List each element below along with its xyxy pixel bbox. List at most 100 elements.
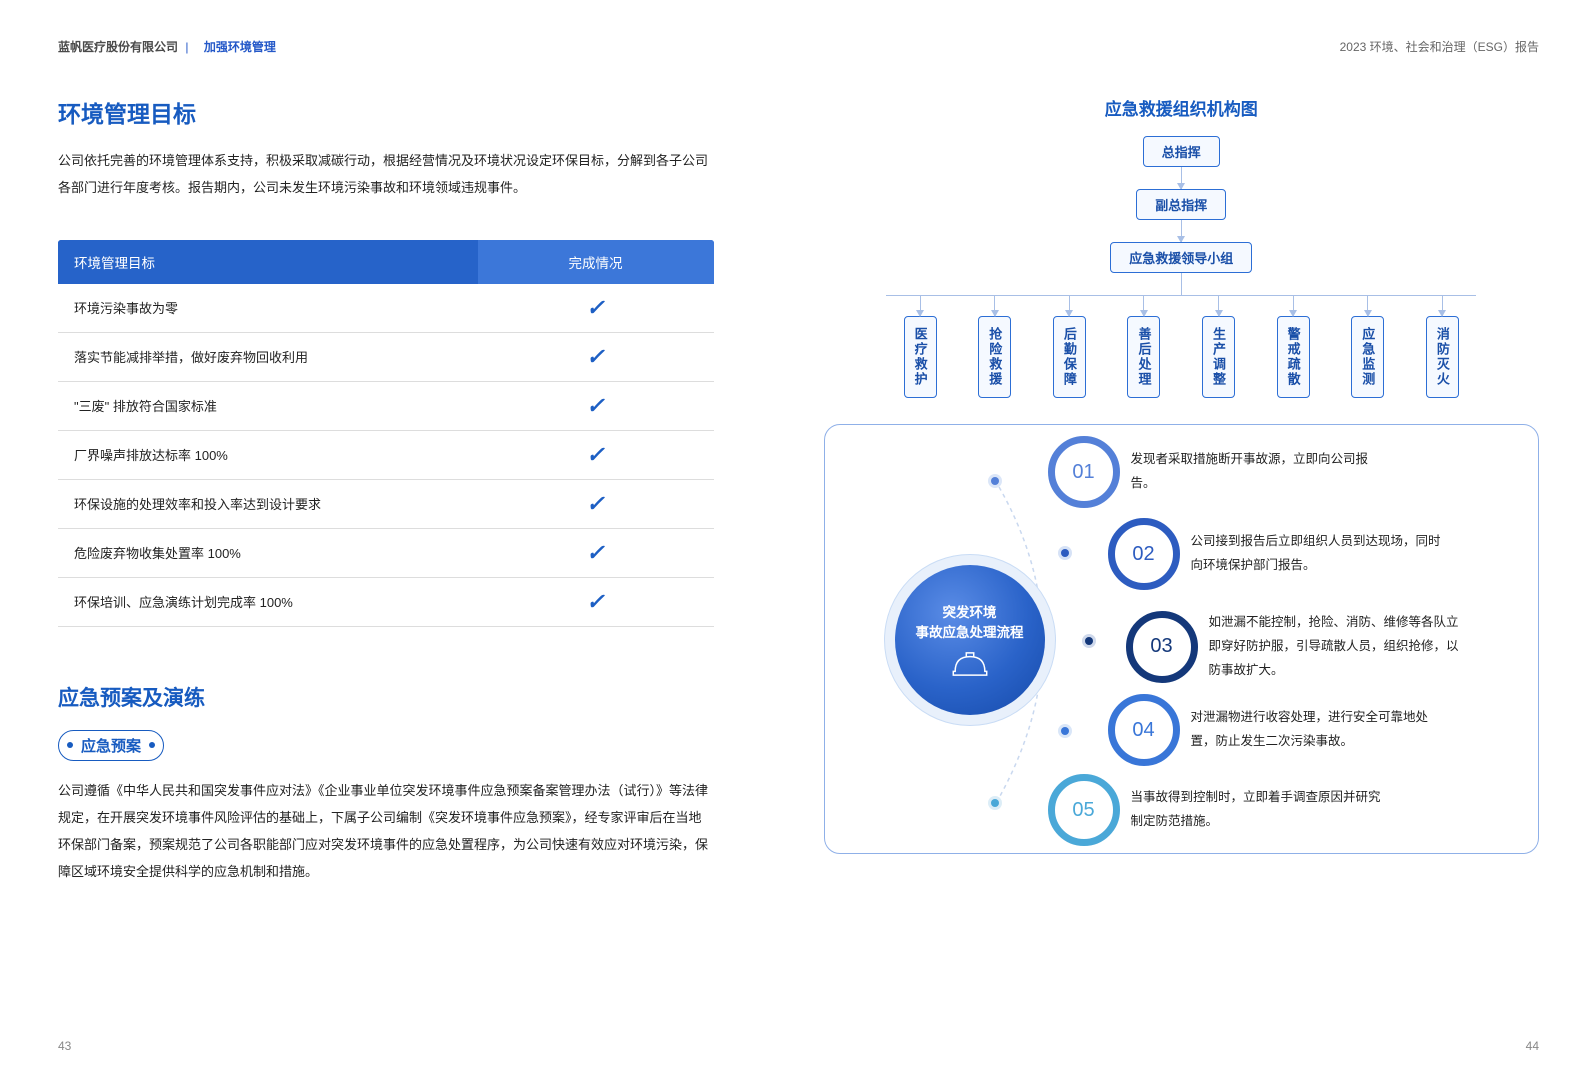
team-column: 后勤保障 bbox=[1035, 296, 1103, 398]
goal-cell: 厂界噪声排放达标率 100% bbox=[58, 430, 478, 479]
status-cell: ✓ bbox=[478, 577, 714, 626]
org-box-commander: 总指挥 bbox=[1143, 136, 1220, 167]
team-column: 医疗救护 bbox=[886, 296, 954, 398]
process-step-1: 01 发现者采取措施断开事故源，立即向公司报告。 bbox=[1055, 443, 1381, 501]
status-cell: ✓ bbox=[478, 528, 714, 577]
org-connector bbox=[1143, 296, 1144, 316]
goal-cell: "三废" 排放符合国家标准 bbox=[58, 381, 478, 430]
status-cell: ✓ bbox=[478, 479, 714, 528]
org-hbar bbox=[886, 295, 1476, 296]
arc-dot bbox=[991, 477, 999, 485]
team-box: 应急监测 bbox=[1351, 316, 1384, 398]
org-connector bbox=[920, 296, 921, 316]
team-column: 生产调整 bbox=[1185, 296, 1253, 398]
table-head-goal: 环境管理目标 bbox=[58, 240, 478, 284]
team-column: 警戒疏散 bbox=[1259, 296, 1327, 398]
goal-cell: 环境污染事故为零 bbox=[58, 284, 478, 333]
right-page: 2023 环境、社会和治理（ESG）报告 应急救援组织机构图 总指挥 副总指挥 … bbox=[794, 0, 1587, 1077]
goal-cell: 危险废弃物收集处置率 100% bbox=[58, 528, 478, 577]
process-panel: 突发环境 事故应急处理流程 01 发现者采取措施断开事故源，立即向公司报告。 0… bbox=[824, 424, 1540, 854]
table-row: 厂界噪声排放达标率 100% ✓ bbox=[58, 430, 714, 479]
section-title-goals: 环境管理目标 bbox=[58, 95, 714, 129]
org-box-deputy: 副总指挥 bbox=[1136, 189, 1226, 220]
intro-paragraph: 公司依托完善的环境管理体系支持，积极采取减碳行动，根据经营情况及环境状况设定环保… bbox=[58, 147, 714, 202]
team-column: 应急监测 bbox=[1334, 296, 1402, 398]
process-center-circle: 突发环境 事故应急处理流程 bbox=[895, 565, 1045, 715]
goal-cell: 环保培训、应急演练计划完成率 100% bbox=[58, 577, 478, 626]
status-cell: ✓ bbox=[478, 430, 714, 479]
page-header-right: 2023 环境、社会和治理（ESG）报告 bbox=[824, 38, 1540, 55]
process-center-line2: 事故应急处理流程 bbox=[916, 623, 1024, 643]
goal-cell: 环保设施的处理效率和投入率达到设计要求 bbox=[58, 479, 478, 528]
org-connector bbox=[1367, 296, 1368, 316]
step-number: 04 bbox=[1115, 701, 1173, 759]
check-icon: ✓ bbox=[586, 540, 604, 565]
table-head-status: 完成情况 bbox=[478, 240, 714, 284]
step-text: 公司接到报告后立即组织人员到达现场，同时向环境保护部门报告。 bbox=[1191, 530, 1441, 578]
team-column: 善后处理 bbox=[1110, 296, 1178, 398]
page-number-right: 44 bbox=[1526, 1039, 1539, 1053]
helmet-icon bbox=[951, 651, 989, 677]
org-chart-title: 应急救援组织机构图 bbox=[824, 95, 1540, 120]
page-header: 蓝帆医疗股份有限公司 | 加强环境管理 bbox=[58, 38, 714, 55]
process-center-line1: 突发环境 bbox=[943, 603, 997, 623]
step-number: 03 bbox=[1133, 618, 1191, 676]
check-icon: ✓ bbox=[586, 491, 604, 516]
arc-dot bbox=[1061, 549, 1069, 557]
team-box: 警戒疏散 bbox=[1277, 316, 1310, 398]
page-number-left: 43 bbox=[58, 1039, 71, 1053]
status-cell: ✓ bbox=[478, 284, 714, 333]
org-box-group: 应急救援领导小组 bbox=[1110, 242, 1252, 273]
header-left: 蓝帆医疗股份有限公司 | 加强环境管理 bbox=[58, 38, 276, 55]
org-connector bbox=[1069, 296, 1070, 316]
step-number: 05 bbox=[1055, 781, 1113, 839]
team-box: 消防灭火 bbox=[1426, 316, 1459, 398]
team-box: 医疗救护 bbox=[904, 316, 937, 398]
org-teams-row: 医疗救护 抢险救援 后勤保障善后处理生产调整 警戒疏散 应急监测 消防灭火 bbox=[886, 296, 1476, 398]
check-icon: ✓ bbox=[586, 344, 604, 369]
report-title: 2023 环境、社会和治理（ESG）报告 bbox=[1340, 38, 1539, 55]
header-section: 加强环境管理 bbox=[204, 40, 276, 54]
table-row: "三废" 排放符合国家标准✓ bbox=[58, 381, 714, 430]
status-cell: ✓ bbox=[478, 332, 714, 381]
table-row: 环境污染事故为零 ✓ bbox=[58, 284, 714, 333]
company-name: 蓝帆医疗股份有限公司 bbox=[58, 40, 178, 54]
process-step-4: 04 对泄漏物进行收容处理，进行安全可靠地处置，防止发生二次污染事故。 bbox=[1115, 701, 1441, 759]
org-chart: 总指挥 副总指挥 应急救援领导小组 医疗救护 抢险救援 后勤保障善后处理生产调整 警戒… bbox=[886, 136, 1476, 398]
step-text: 对泄漏物进行收容处理，进行安全可靠地处置，防止发生二次污染事故。 bbox=[1191, 706, 1441, 754]
step-text: 如泄漏不能控制，抢险、消防、维修等各队立即穿好防护服，引导疏散人员，组织抢修，以… bbox=[1209, 611, 1459, 682]
process-step-2: 02 公司接到报告后立即组织人员到达现场，同时向环境保护部门报告。 bbox=[1115, 525, 1441, 583]
table-row: 危险废弃物收集处置率 100% ✓ bbox=[58, 528, 714, 577]
step-text: 当事故得到控制时，立即着手调查原因并研究制定防范措施。 bbox=[1131, 786, 1381, 834]
section-title-emergency: 应急预案及演练 bbox=[58, 682, 714, 712]
check-icon: ✓ bbox=[586, 442, 604, 467]
org-connector bbox=[1218, 296, 1219, 316]
pill-emergency-plan: 应急预案 bbox=[58, 730, 164, 761]
check-icon: ✓ bbox=[586, 295, 604, 320]
goals-table: 环境管理目标 完成情况 环境污染事故为零✓落实节能减排举措，做好废弃物回收利用✓… bbox=[58, 240, 714, 627]
left-page: 蓝帆医疗股份有限公司 | 加强环境管理 环境管理目标 公司依托完善的环境管理体系… bbox=[0, 0, 794, 1077]
org-connector bbox=[1293, 296, 1294, 316]
arc-dot bbox=[991, 799, 999, 807]
arc-dot bbox=[1061, 727, 1069, 735]
process-step-5: 05 当事故得到控制时，立即着手调查原因并研究制定防范措施。 bbox=[1055, 781, 1381, 839]
step-number: 02 bbox=[1115, 525, 1173, 583]
org-connector bbox=[994, 296, 995, 316]
team-column: 消防灭火 bbox=[1408, 296, 1476, 398]
table-row: 落实节能减排举措，做好废弃物回收利用 ✓ bbox=[58, 332, 714, 381]
org-connector bbox=[1181, 167, 1182, 189]
status-cell: ✓ bbox=[478, 381, 714, 430]
process-step-3: 03 如泄漏不能控制，抢险、消防、维修等各队立即穿好防护服，引导疏散人员，组织抢… bbox=[1133, 611, 1459, 682]
table-row: 环保培训、应急演练计划完成率 100% ✓ bbox=[58, 577, 714, 626]
org-connector bbox=[1181, 220, 1182, 242]
team-box: 生产调整 bbox=[1202, 316, 1235, 398]
goal-cell: 落实节能减排举措，做好废弃物回收利用 bbox=[58, 332, 478, 381]
team-box: 后勤保障 bbox=[1053, 316, 1086, 398]
check-icon: ✓ bbox=[586, 589, 604, 614]
arc-dot bbox=[1085, 637, 1093, 645]
step-number: 01 bbox=[1055, 443, 1113, 501]
team-box: 抢险救援 bbox=[978, 316, 1011, 398]
org-connector bbox=[1442, 296, 1443, 316]
emergency-paragraph: 公司遵循《中华人民共和国突发事件应对法》《企业事业单位突发环境事件应急预案备案管… bbox=[58, 777, 714, 886]
step-text: 发现者采取措施断开事故源，立即向公司报告。 bbox=[1131, 448, 1381, 496]
